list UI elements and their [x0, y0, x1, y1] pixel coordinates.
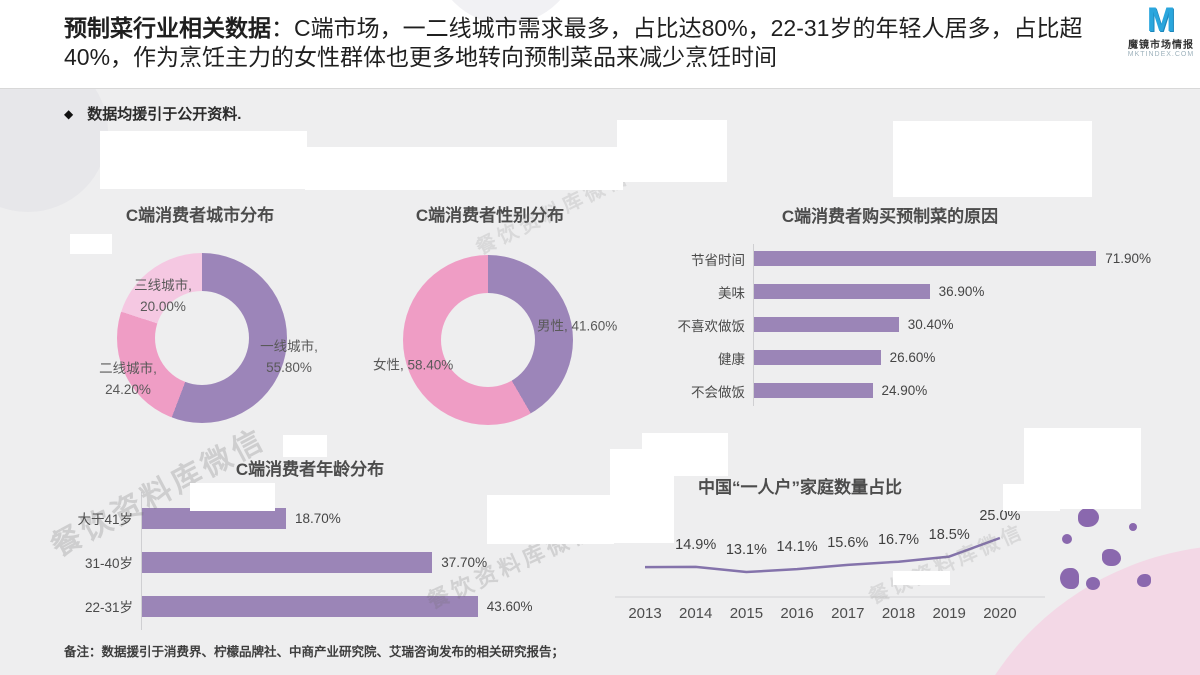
decorative-dot — [1060, 568, 1079, 589]
redaction-box — [283, 435, 327, 457]
bar — [754, 317, 899, 332]
data-point-label: 18.5% — [928, 526, 970, 543]
pie-label-female: 女性, 58.40% — [373, 357, 454, 373]
header-bar: 预制菜行业相关数据：C端市场，一二线城市需求最多，占比达80%，22-31岁的年… — [0, 0, 1200, 89]
chart-title-reasons: C端消费者购买预制菜的原因 — [781, 207, 999, 226]
bar-row: 31-40岁 37.70% — [40, 540, 560, 584]
bar-value-label: 26.60% — [889, 350, 936, 365]
x-axis-tick-label: 2015 — [729, 605, 764, 622]
brand-name: 魔镜市场情报 — [1128, 40, 1194, 51]
bar — [754, 251, 1097, 266]
redaction-box — [487, 495, 614, 544]
bar-category-label: 美味 — [718, 285, 745, 301]
decorative-dot — [1137, 574, 1151, 587]
data-point-label: 13.1% — [725, 542, 767, 558]
bar-category-label: 22-31岁 — [84, 600, 133, 615]
page-title: 预制菜行业相关数据：C端市场，一二线城市需求最多，占比达80%，22-31岁的年… — [64, 14, 1116, 72]
data-point-label: 16.7% — [877, 531, 920, 548]
bar-row: 节省时间 71.90% — [655, 242, 1151, 275]
donut-chart-city — [117, 253, 287, 423]
x-axis-tick-label: 2013 — [628, 605, 662, 622]
bar-value-label: 30.40% — [907, 317, 954, 332]
bar-category-label: 不会做饭 — [691, 384, 745, 400]
bar-row: 22-31岁 43.60% — [40, 584, 560, 628]
bar-category-label: 31-40岁 — [84, 556, 133, 571]
data-point-label: 25.0% — [979, 508, 1021, 524]
bar-category-label: 健康 — [718, 351, 745, 367]
pie-label-tier1: 一线城市, 55.80% — [260, 339, 318, 375]
bar-chart-reasons: 节省时间 71.90% 美味 36.90% 不喜欢做饭 30.40% 健康 26.60% 不会做… — [655, 242, 1151, 407]
footnote: 备注：数据援引于消费界、柠檬品牌社、中商产业研究院、艾瑞咨询发布的相关研究报告； — [64, 645, 565, 659]
redaction-box — [1003, 484, 1060, 511]
pie-label-tier2: 二线城市, 24.20% — [99, 361, 157, 397]
bar-row: 不会做饭 24.90% — [655, 374, 1135, 407]
decorative-dot — [1129, 523, 1137, 531]
brand-url: MKTINDEX.COM — [1127, 51, 1195, 58]
line-chart-single-household: 2013 2014 14.9% 2015 13.1% 2016 14.1% 2017 15.6%… — [600, 430, 1080, 650]
x-axis-tick-label: 2018 — [881, 605, 916, 622]
bar — [754, 383, 873, 398]
diamond-bullet-icon: ◆ — [64, 106, 74, 121]
brand-logo-m-icon: M — [1146, 1, 1176, 39]
redaction-box — [610, 449, 674, 543]
brand-logo: M 魔镜市场情报 MKTINDEX.COM — [1126, 1, 1196, 58]
bar-category-label: 节省时间 — [691, 252, 745, 268]
decorative-dot — [1078, 508, 1099, 527]
decorative-dot — [1086, 577, 1100, 590]
source-note: ◆ 数据均援引于公开资料. — [64, 103, 241, 124]
page-title-lead: 预制菜行业相关数据 — [64, 15, 271, 41]
bar — [754, 350, 881, 365]
x-axis-tick-label: 2019 — [932, 605, 966, 622]
redaction-box — [893, 121, 1092, 197]
bar — [142, 551, 433, 573]
pie-label-male: 男性, 41.60% — [537, 318, 618, 334]
bar-row: 大于41岁 18.70% — [40, 496, 560, 540]
chart-title-age: C端消费者年龄分布 — [235, 460, 385, 479]
source-note-text: 数据均援引于公开资料. — [87, 106, 242, 123]
redaction-box — [893, 571, 950, 585]
bar-category-label: 不喜欢做饭 — [677, 318, 746, 334]
page-title-rest: ：C端市场，一二线城市需求最多，占比达80%，22-31岁的年轻人居多，占比超4… — [64, 15, 1083, 70]
bar-value-label: 43.60% — [486, 598, 533, 614]
decorative-dot — [1062, 534, 1072, 544]
y-axis-line — [753, 244, 754, 406]
redaction-box — [190, 483, 275, 511]
data-point-label: 15.6% — [827, 534, 869, 551]
line-chart-svg — [615, 536, 1045, 598]
bar — [754, 284, 930, 299]
x-axis-tick-label: 2014 — [679, 605, 713, 622]
donut-hole — [155, 291, 249, 385]
chart-title-single-household: 中国“一人户”家庭数量占比 — [698, 478, 902, 497]
x-axis-tick-label: 2020 — [983, 605, 1017, 622]
pie-label-tier3: 三线城市, 20.00% — [134, 278, 192, 314]
bar-row: 健康 26.60% — [655, 341, 1135, 374]
redaction-box — [100, 131, 307, 189]
x-axis-tick-label: 2016 — [780, 605, 814, 622]
bar-chart-age: 大于41岁 18.70% 31-40岁 37.70% 22-31岁 43.60% — [40, 496, 560, 628]
donut-chart-gender — [403, 255, 573, 425]
x-axis-tick-label: 2017 — [831, 605, 865, 622]
bar-value-label: 18.70% — [294, 510, 341, 526]
bar — [142, 507, 286, 529]
data-point-label: 14.9% — [675, 536, 717, 553]
bar-value-label: 37.70% — [441, 554, 488, 570]
bar-value-label: 24.90% — [881, 383, 928, 398]
bar-row: 不喜欢做饭 30.40% — [655, 308, 1135, 341]
donut-hole — [441, 293, 535, 387]
redaction-box — [305, 147, 623, 190]
redaction-box — [617, 120, 727, 182]
bar-value-label: 36.90% — [938, 284, 985, 299]
bar-value-label: 71.90% — [1105, 251, 1152, 266]
bar — [142, 595, 478, 617]
redaction-box — [70, 234, 112, 254]
decorative-dot — [1102, 549, 1121, 566]
line-series — [644, 536, 1001, 574]
chart-title-gender: C端消费者性别分布 — [415, 206, 565, 225]
data-point-label: 14.1% — [776, 539, 818, 556]
chart-title-city: C端消费者城市分布 — [125, 206, 275, 225]
y-axis-line — [141, 492, 142, 630]
bar-category-label: 大于41岁 — [77, 512, 133, 527]
bar-row: 美味 36.90% — [655, 275, 1135, 308]
